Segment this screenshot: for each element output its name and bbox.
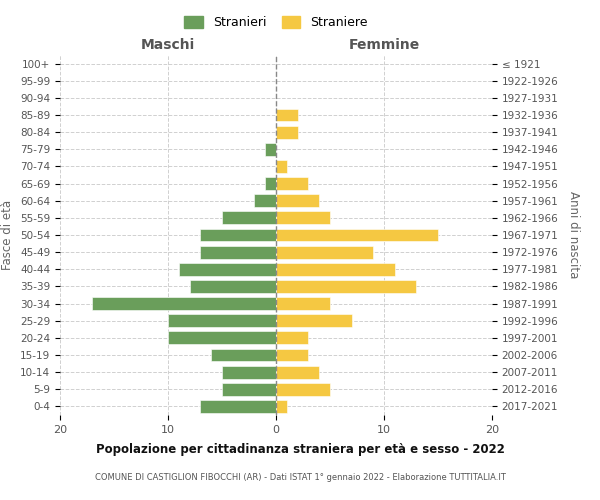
Bar <box>92 297 276 310</box>
Text: Maschi: Maschi <box>141 38 195 52</box>
Bar <box>276 160 287 173</box>
Bar <box>200 228 276 241</box>
Bar <box>276 280 416 293</box>
Bar <box>276 246 373 258</box>
Bar <box>276 177 308 190</box>
Bar <box>276 126 298 138</box>
Bar <box>276 108 298 122</box>
Bar <box>276 194 319 207</box>
Bar <box>276 263 395 276</box>
Bar <box>168 314 276 327</box>
Bar <box>211 348 276 362</box>
Bar <box>200 400 276 413</box>
Bar <box>222 366 276 378</box>
Bar <box>276 348 308 362</box>
Bar <box>276 314 352 327</box>
Bar <box>254 194 276 207</box>
Bar <box>222 383 276 396</box>
Bar <box>276 228 438 241</box>
Bar <box>276 332 308 344</box>
Text: COMUNE DI CASTIGLION FIBOCCHI (AR) - Dati ISTAT 1° gennaio 2022 - Elaborazione T: COMUNE DI CASTIGLION FIBOCCHI (AR) - Dat… <box>95 472 505 482</box>
Bar <box>276 366 319 378</box>
Bar <box>265 143 276 156</box>
Bar <box>276 400 287 413</box>
Bar <box>276 212 330 224</box>
Bar <box>200 246 276 258</box>
Bar <box>276 383 330 396</box>
Bar <box>168 332 276 344</box>
Y-axis label: Fasce di età: Fasce di età <box>1 200 14 270</box>
Legend: Stranieri, Straniere: Stranieri, Straniere <box>179 11 373 34</box>
Bar <box>222 212 276 224</box>
Bar <box>276 297 330 310</box>
Text: Popolazione per cittadinanza straniera per età e sesso - 2022: Popolazione per cittadinanza straniera p… <box>95 442 505 456</box>
Bar <box>190 280 276 293</box>
Text: Femmine: Femmine <box>349 38 419 52</box>
Y-axis label: Anni di nascita: Anni di nascita <box>567 192 580 278</box>
Bar <box>179 263 276 276</box>
Bar <box>265 177 276 190</box>
